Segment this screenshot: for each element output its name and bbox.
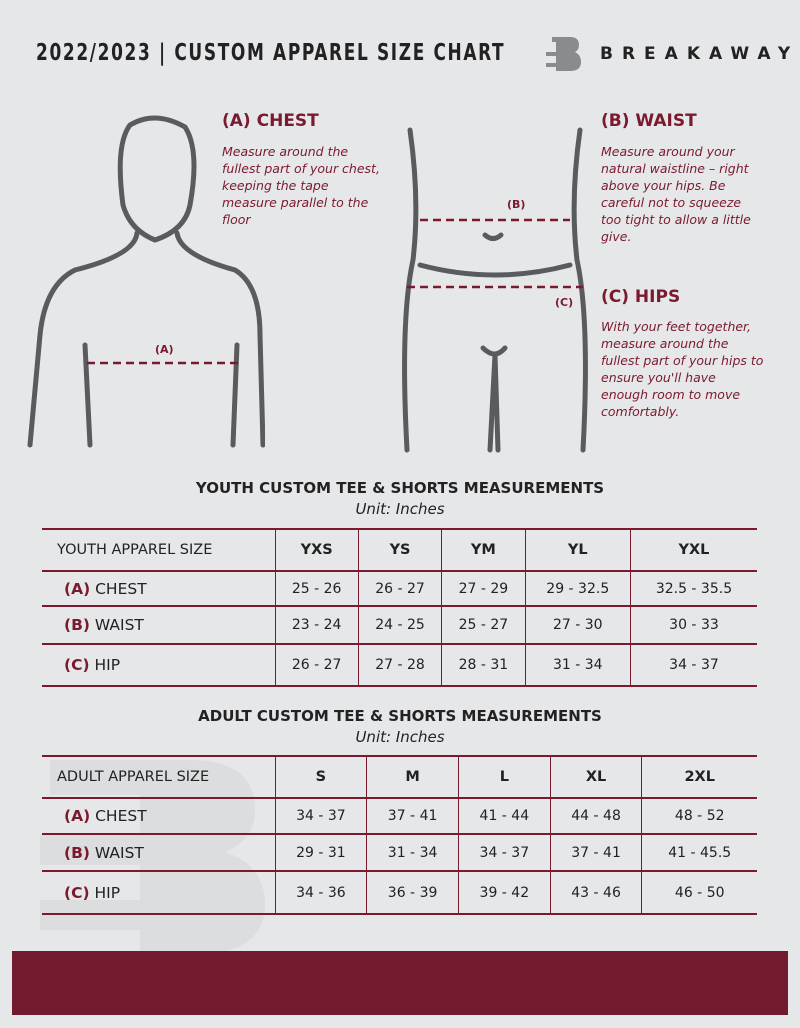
chest-instructions: Measure around the fullest part of your … (222, 144, 380, 227)
upper-body-illustration (27, 115, 265, 448)
waist-heading: (B) WAIST (601, 111, 697, 131)
table-cell: 27 - 30 (524, 606, 631, 645)
table-row: (A) CHEST 34 - 37 37 - 41 41 - 44 44 - 48 48… (42, 798, 757, 835)
row-label: (B) WAIST (42, 834, 275, 872)
row-label-text: CHEST (95, 579, 147, 598)
table-cell: 26 - 27 (357, 571, 442, 607)
row-label-text: WAIST (94, 843, 144, 862)
lower-body-illustration (402, 127, 588, 453)
size-header: YXL (629, 528, 757, 572)
size-header: YM (441, 528, 526, 572)
adult-section-title: ADULT CUSTOM TEE & SHORTS MEASUREMENTS (198, 707, 602, 725)
row-label: (A) CHEST (42, 571, 275, 607)
table-row: (C) HIP 26 - 27 27 - 28 28 - 31 31 - 34 34 -… (42, 644, 757, 687)
size-header: M (366, 755, 459, 799)
size-header: L (457, 755, 551, 799)
table-cell: 29 - 31 (274, 834, 367, 872)
table-header-row: ADULT APPAREL SIZE S M L XL 2XL (42, 755, 757, 799)
youth-section-title: YOUTH CUSTOM TEE & SHORTS MEASUREMENTS (195, 479, 605, 497)
hips-instructions: With your feet together, measure around … (601, 319, 764, 419)
table-cell: 32.5 - 35.5 (629, 571, 757, 607)
page-title: 2022/2023 | CUSTOM APPAREL SIZE CHART (36, 40, 506, 66)
table-cell: 23 - 24 (274, 606, 359, 645)
size-header: YL (524, 528, 631, 572)
size-header: S (274, 755, 367, 799)
hips-marker: (C) (555, 296, 574, 309)
table-cell: 29 - 32.5 (524, 571, 631, 607)
table-cell: 31 - 34 (366, 834, 459, 872)
table-cell: 30 - 33 (629, 606, 757, 645)
adult-size-header: ADULT APPAREL SIZE (42, 755, 275, 799)
row-label: (C) HIP (42, 871, 275, 915)
chest-marker: (A) (155, 343, 174, 356)
table-cell: 41 - 44 (457, 798, 551, 835)
table-row: (C) HIP 34 - 36 36 - 39 39 - 42 43 - 46 46 -… (42, 871, 757, 915)
chest-heading: (A) CHEST (222, 111, 319, 131)
row-label-text: HIP (94, 656, 121, 674)
table-cell: 27 - 28 (357, 644, 442, 687)
table-cell: 43 - 46 (549, 871, 642, 915)
table-cell: 37 - 41 (366, 798, 459, 835)
size-header: YXS (274, 528, 359, 572)
youth-size-header: YOUTH APPAREL SIZE (42, 528, 275, 572)
row-label: (C) HIP (42, 644, 275, 687)
breakaway-logo (546, 37, 581, 71)
table-cell: 27 - 29 (441, 571, 526, 607)
adult-size-table: ADULT APPAREL SIZE S M L XL 2XL (A) CHES… (42, 755, 757, 915)
table-cell: 46 - 50 (641, 871, 757, 915)
row-letter: (C) (64, 656, 90, 674)
table-cell: 34 - 37 (629, 644, 757, 687)
table-cell: 26 - 27 (274, 644, 359, 687)
youth-unit: Unit: Inches (355, 500, 445, 518)
row-label-text: WAIST (94, 616, 144, 634)
table-cell: 31 - 34 (524, 644, 631, 687)
table-cell: 44 - 48 (549, 798, 642, 835)
table-cell: 25 - 26 (274, 571, 359, 607)
table-cell: 48 - 52 (641, 798, 757, 835)
waist-instructions: Measure around your natural waistline – … (601, 144, 751, 244)
table-row: (A) CHEST 25 - 26 26 - 27 27 - 29 29 - 32.5… (42, 571, 757, 607)
row-label-text: HIP (94, 883, 121, 902)
table-cell: 37 - 41 (549, 834, 642, 872)
table-header-row: YOUTH APPAREL SIZE YXS YS YM YL YXL (42, 528, 757, 572)
brand-name: BREAKAWAY (600, 44, 800, 64)
hips-heading: (C) HIPS (601, 287, 681, 307)
table-cell: 25 - 27 (441, 606, 526, 645)
adult-unit: Unit: Inches (355, 728, 445, 746)
size-header: XL (549, 755, 642, 799)
table-row: (B) WAIST 23 - 24 24 - 25 25 - 27 27 - 30 30… (42, 606, 757, 645)
table-cell: 34 - 36 (274, 871, 367, 915)
table-cell: 36 - 39 (366, 871, 459, 915)
size-header: YS (357, 528, 442, 572)
row-label: (B) WAIST (42, 606, 275, 645)
table-cell: 28 - 31 (441, 644, 526, 687)
youth-size-table: YOUTH APPAREL SIZE YXS YS YM YL YXL (A) … (42, 528, 757, 687)
row-letter: (A) (64, 579, 91, 598)
row-letter: (C) (64, 883, 90, 902)
row-letter: (B) (64, 616, 90, 634)
table-cell: 34 - 37 (274, 798, 367, 835)
table-cell: 34 - 37 (457, 834, 551, 872)
footer-bar (12, 951, 788, 1015)
waist-marker: (B) (507, 198, 526, 211)
size-header: 2XL (641, 755, 757, 799)
row-label: (A) CHEST (42, 798, 275, 835)
table-cell: 39 - 42 (457, 871, 551, 915)
row-letter: (B) (64, 843, 90, 862)
table-cell: 41 - 45.5 (641, 834, 757, 872)
table-cell: 24 - 25 (357, 606, 442, 645)
row-label-text: CHEST (95, 807, 147, 825)
table-row: (B) WAIST 29 - 31 31 - 34 34 - 37 37 - 41 41… (42, 834, 757, 872)
row-letter: (A) (64, 807, 91, 825)
